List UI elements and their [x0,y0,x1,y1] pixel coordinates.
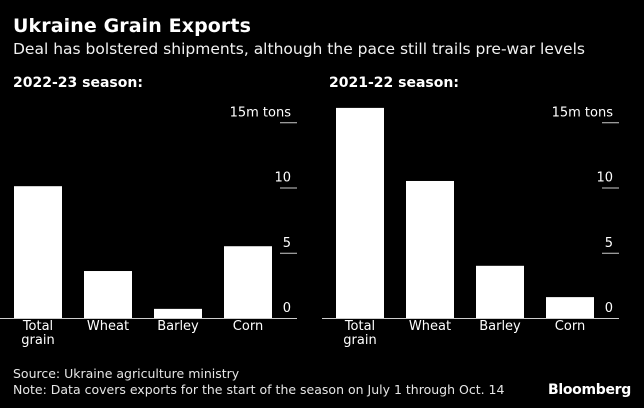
bar-wheat [406,180,454,318]
x-tick-label: grain [21,333,54,348]
x-tick-label: grain [343,333,376,348]
panel-title-2021-22: 2021-22 season: [329,75,459,91]
y-tick-label: 0 [283,301,291,316]
x-tick-label: Barley [157,319,199,334]
y-tick-label: 10 [274,171,291,186]
y-tick-label: 5 [283,236,291,251]
x-tick-label: Corn [233,319,263,334]
bloomberg-logo: Bloomberg [547,382,631,398]
y-tick-label: 15m tons [552,105,614,120]
bar-wheat [84,271,132,318]
y-tick-label: 5 [605,236,613,251]
y-tick-label: 15m tons [230,105,292,120]
source-note: Source: Ukraine agriculture ministry [13,366,240,381]
x-tick-label: Wheat [87,319,129,334]
x-tick-label: Wheat [409,319,451,334]
bar-total-grain [336,107,384,319]
x-tick-label: Corn [555,319,585,334]
bar-barley [154,308,202,318]
x-tick-label: Total [22,319,53,334]
bar-total-grain [14,186,62,318]
data-note: Note: Data covers exports for the start … [13,382,505,397]
x-tick-label: Total [344,319,375,334]
y-tick-label: 0 [605,301,613,316]
chart-subtitle: Deal has bolstered shipments, although t… [13,40,585,58]
bar-corn [224,246,272,318]
panel-title-2022-23: 2022-23 season: [13,75,143,91]
y-tick-label: 10 [596,171,613,186]
chart-title: Ukraine Grain Exports [13,15,251,37]
x-tick-label: Barley [479,319,521,334]
bar-barley [476,265,524,318]
bar-corn [546,297,594,318]
